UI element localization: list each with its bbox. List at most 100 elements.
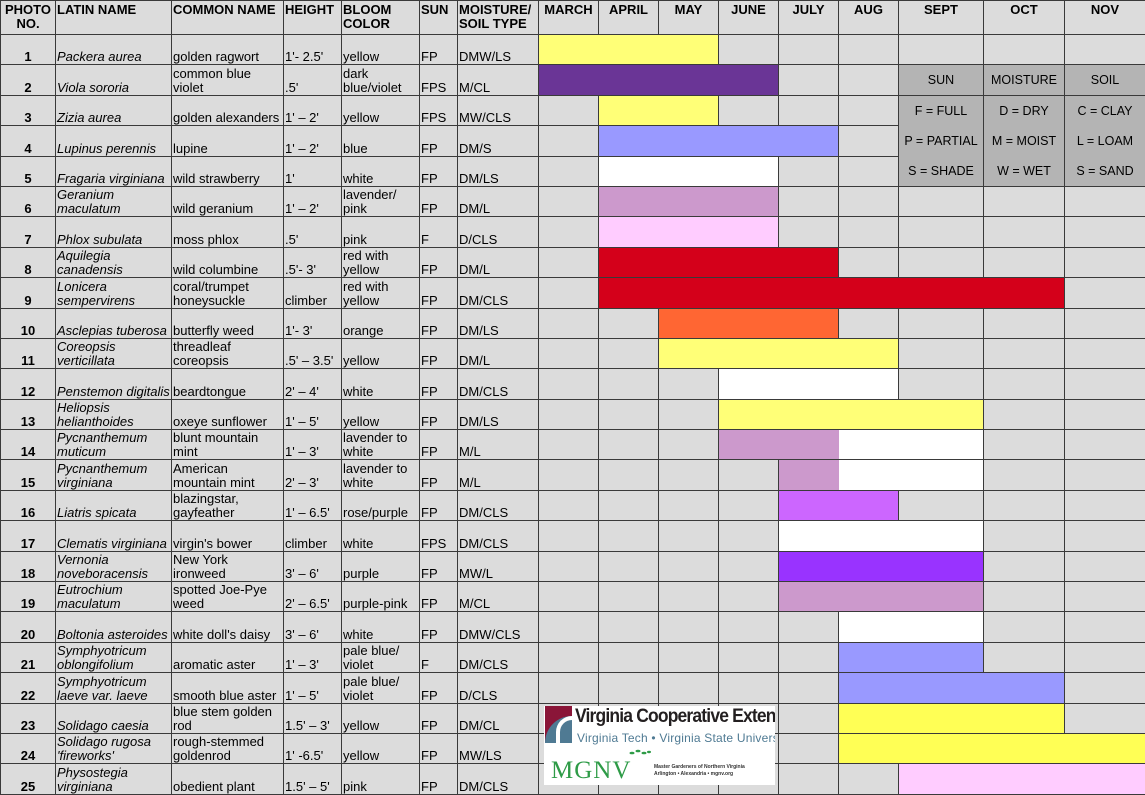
bloom-color-cell: purple-pink: [342, 582, 420, 612]
sun-cell: FP: [420, 490, 458, 520]
latin-name-cell: Lonicera sempervirens: [56, 278, 172, 308]
sun-cell: FP: [420, 126, 458, 156]
common-name-cell: wild columbine: [172, 247, 284, 277]
month-cell-empty: [1065, 460, 1145, 490]
latin-name-cell: Pycnanthemum virginiana: [56, 460, 172, 490]
vce-logo-arc-core: [560, 720, 572, 743]
soil-type-cell: DM/L: [458, 338, 539, 368]
bloom-bar: [599, 217, 779, 247]
month-cell-empty: [984, 490, 1065, 520]
month-cell-empty: [839, 764, 899, 794]
sun-cell: FP: [420, 430, 458, 460]
latin-name-cell: Vernonia noveboracensis: [56, 551, 172, 581]
common-name-cell: American mountain mint: [172, 460, 284, 490]
month-cell-empty: [539, 308, 599, 338]
latin-name-cell: Aquilegia canadensis: [56, 247, 172, 277]
leaf-icon: [628, 748, 652, 757]
latin-name-cell: Liatris spicata: [56, 490, 172, 520]
month-cell-empty: [599, 673, 659, 703]
latin-name-cell: Asclepias tuberosa: [56, 308, 172, 338]
common-name-cell: spotted Joe-Pye weed: [172, 582, 284, 612]
sun-cell: FP: [420, 764, 458, 794]
bloom-bar: [539, 35, 719, 65]
month-cell-empty: [779, 642, 839, 672]
month-cell-empty: [539, 399, 599, 429]
month-cell-empty: [1065, 642, 1145, 672]
month-cell-empty: [539, 460, 599, 490]
photo-no-cell: 15: [1, 460, 56, 490]
height-cell: 2' – 6.5': [284, 582, 342, 612]
month-cell-empty: [1065, 217, 1145, 247]
common-name-cell: virgin's bower: [172, 521, 284, 551]
height-cell: .5' – 3.5': [284, 338, 342, 368]
month-cell-empty: [719, 35, 779, 65]
sun-cell: F: [420, 217, 458, 247]
bloom-color-cell: blue: [342, 126, 420, 156]
month-cell-empty: [599, 582, 659, 612]
bloom-bar: [779, 551, 984, 581]
bloom-bar: [599, 95, 719, 125]
header-month-nov: NOV: [1065, 1, 1145, 35]
month-cell-empty: [899, 247, 984, 277]
photo-no-cell: 12: [1, 369, 56, 399]
soil-type-cell: MW/CLS: [458, 95, 539, 125]
height-cell: 1' – 2': [284, 186, 342, 216]
sun-cell: FP: [420, 703, 458, 733]
header-moisture-soil: MOISTURE/ SOIL TYPE: [458, 1, 539, 35]
height-cell: 1' – 2': [284, 95, 342, 125]
month-cell-empty: [599, 399, 659, 429]
legend-entry: S = SAND: [1065, 156, 1145, 186]
soil-type-cell: M/CL: [458, 65, 539, 95]
month-cell-empty: [779, 673, 839, 703]
month-cell-empty: [779, 217, 839, 247]
soil-type-cell: DMW/CLS: [458, 612, 539, 642]
common-name-cell: blunt mountain mint: [172, 430, 284, 460]
month-cell-empty: [599, 430, 659, 460]
sun-cell: F: [420, 642, 458, 672]
month-cell-empty: [779, 186, 839, 216]
height-cell: .5'- 3': [284, 247, 342, 277]
month-cell-empty: [599, 460, 659, 490]
height-cell: 1' – 5': [284, 673, 342, 703]
month-cell-empty: [659, 521, 719, 551]
month-cell-empty: [984, 551, 1065, 581]
month-cell-empty: [984, 186, 1065, 216]
month-cell-empty: [659, 673, 719, 703]
height-cell: 1.5' – 5': [284, 764, 342, 794]
soil-type-cell: MW/LS: [458, 733, 539, 763]
bloom-color-cell: yellow: [342, 35, 420, 65]
height-cell: climber: [284, 278, 342, 308]
height-cell: 1'- 3': [284, 308, 342, 338]
height-cell: 1' – 5': [284, 399, 342, 429]
sun-cell: FP: [420, 733, 458, 763]
month-cell-empty: [539, 156, 599, 186]
bloom-bar: [899, 764, 1145, 794]
latin-name-cell: Packera aurea: [56, 35, 172, 65]
sun-cell: FPS: [420, 521, 458, 551]
month-cell-empty: [719, 95, 779, 125]
header-month-march: MARCH: [539, 1, 599, 35]
month-cell-empty: [1065, 673, 1145, 703]
month-cell-empty: [599, 551, 659, 581]
month-cell-empty: [779, 733, 839, 763]
month-cell-empty: [599, 338, 659, 368]
common-name-cell: white doll's daisy: [172, 612, 284, 642]
height-cell: .5': [284, 217, 342, 247]
month-cell-empty: [539, 490, 599, 520]
soil-type-cell: DM/LS: [458, 308, 539, 338]
bloom-bar: [839, 703, 1065, 733]
bloom-bar: [839, 673, 1065, 703]
latin-name-cell: Coreopsis verticillata: [56, 338, 172, 368]
header-row: PHOTO NO. LATIN NAME COMMON NAME HEIGHT …: [1, 1, 1145, 35]
sun-cell: FP: [420, 582, 458, 612]
month-cell-empty: [984, 521, 1065, 551]
common-name-cell: threadleaf coreopsis: [172, 338, 284, 368]
month-cell-empty: [1065, 308, 1145, 338]
common-name-cell: common blue violet: [172, 65, 284, 95]
header-month-may: MAY: [659, 1, 719, 35]
